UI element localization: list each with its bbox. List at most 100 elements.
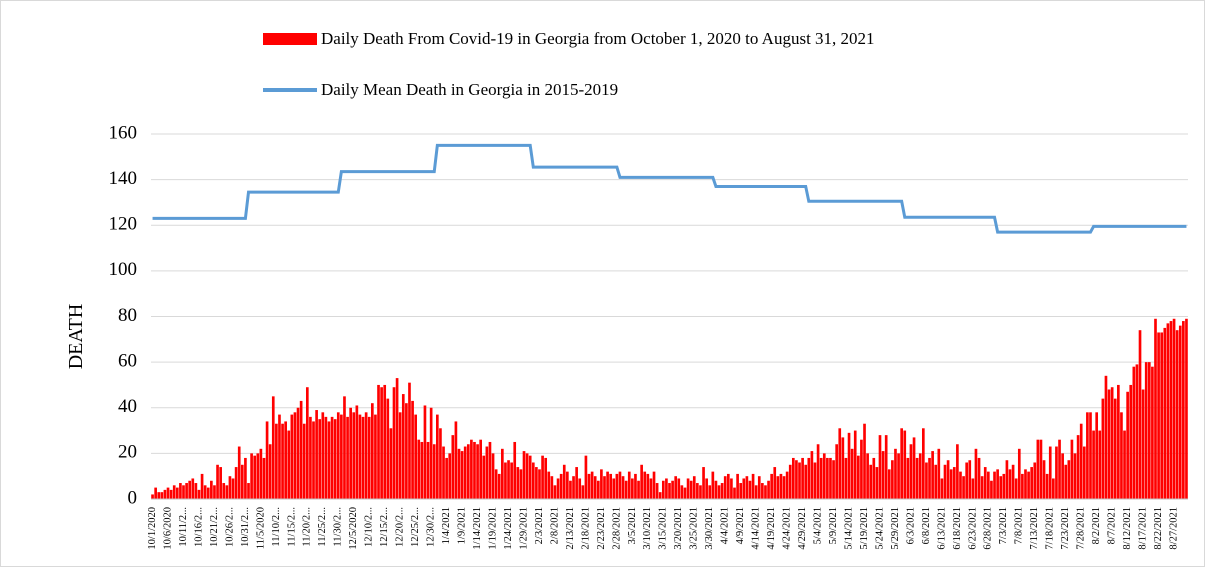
bar (640, 464, 643, 499)
x-tick-label: 4/9/2021 (735, 507, 746, 544)
bar (943, 464, 947, 499)
bar (627, 471, 631, 499)
bar (897, 453, 900, 499)
bar (1045, 473, 1049, 499)
x-tick-label: 10/6/2020 (162, 507, 173, 550)
bar (439, 428, 442, 499)
bar (206, 487, 210, 499)
bar (977, 457, 981, 499)
bar (340, 414, 343, 499)
bar (1132, 366, 1136, 499)
bar (702, 467, 705, 499)
x-tick-label: 7/28/2021 (1076, 507, 1087, 550)
x-tick-label: 10/31/2... (240, 507, 251, 547)
bar (160, 492, 164, 499)
bar (798, 462, 801, 499)
bar (383, 384, 387, 499)
bar (1185, 318, 1188, 499)
bar (1092, 430, 1095, 499)
bar (683, 487, 687, 499)
bar (175, 487, 179, 499)
bar (420, 441, 424, 499)
bar (1147, 362, 1151, 499)
bar (1073, 453, 1077, 499)
x-tick-label: 4/24/2021 (782, 507, 793, 550)
bar (1048, 446, 1052, 499)
bar (754, 485, 758, 499)
bar (1017, 448, 1021, 499)
bar (200, 473, 204, 499)
bar (405, 403, 408, 499)
bar (928, 457, 931, 499)
bar (593, 476, 597, 499)
bar (1110, 387, 1114, 499)
bar (466, 444, 470, 499)
bar (281, 423, 284, 499)
bar (463, 446, 467, 499)
bar (776, 476, 780, 499)
x-tick-label: 5/29/2021 (890, 507, 901, 550)
bar (367, 416, 371, 499)
bar (541, 455, 544, 499)
bar (182, 485, 185, 499)
bar (1182, 321, 1185, 499)
bar (448, 453, 452, 499)
x-tick-label: 8/2/2021 (1091, 507, 1102, 544)
bar (414, 414, 417, 499)
x-tick-label: 10/21/2... (209, 507, 220, 547)
bar (216, 464, 219, 499)
bar (179, 483, 182, 499)
bar (513, 441, 517, 499)
bar (832, 460, 835, 499)
bar (572, 476, 575, 499)
bar (990, 480, 993, 499)
bar (875, 467, 879, 499)
bar (959, 471, 962, 499)
bar (770, 473, 773, 499)
x-tick-label: 7/13/2021 (1029, 507, 1040, 550)
bar (293, 412, 297, 499)
y-tick-label: 80 (118, 305, 137, 326)
bar (231, 478, 235, 499)
bar (253, 455, 257, 499)
bar (1104, 375, 1108, 499)
bar (785, 471, 789, 499)
x-tick-label: 8/27/2021 (1168, 507, 1179, 550)
bar (225, 485, 229, 499)
x-tick-label: 2/8/2021 (549, 507, 560, 544)
bar (352, 412, 356, 499)
bar (881, 451, 885, 499)
bar (219, 467, 222, 499)
bar (767, 480, 770, 499)
bar (330, 416, 334, 499)
x-tick-label: 12/20/2... (395, 507, 406, 547)
bar (426, 441, 430, 499)
bar (358, 414, 362, 499)
bar (1030, 467, 1034, 499)
bar (423, 405, 427, 499)
x-tick-label: 5/24/2021 (874, 507, 885, 550)
bar (1169, 321, 1173, 499)
bar (887, 469, 891, 499)
bar (652, 471, 656, 499)
bar (398, 412, 402, 499)
bar (575, 467, 578, 499)
bar (290, 414, 294, 499)
bar (556, 478, 560, 499)
x-tick-label: 4/29/2021 (797, 507, 808, 550)
bar (157, 492, 161, 499)
bar (163, 489, 167, 499)
bar (188, 480, 192, 499)
x-tick-label: 11/20/2... (302, 507, 313, 547)
bar (497, 473, 501, 499)
x-tick-label: 1/19/2021 (487, 507, 498, 550)
bar (891, 460, 894, 499)
bar (569, 480, 572, 499)
bar (987, 471, 990, 499)
bar (1042, 460, 1046, 499)
bar (1002, 473, 1006, 499)
bar (878, 435, 882, 499)
x-tick-label: 5/4/2021 (812, 507, 823, 544)
bar (528, 455, 532, 499)
